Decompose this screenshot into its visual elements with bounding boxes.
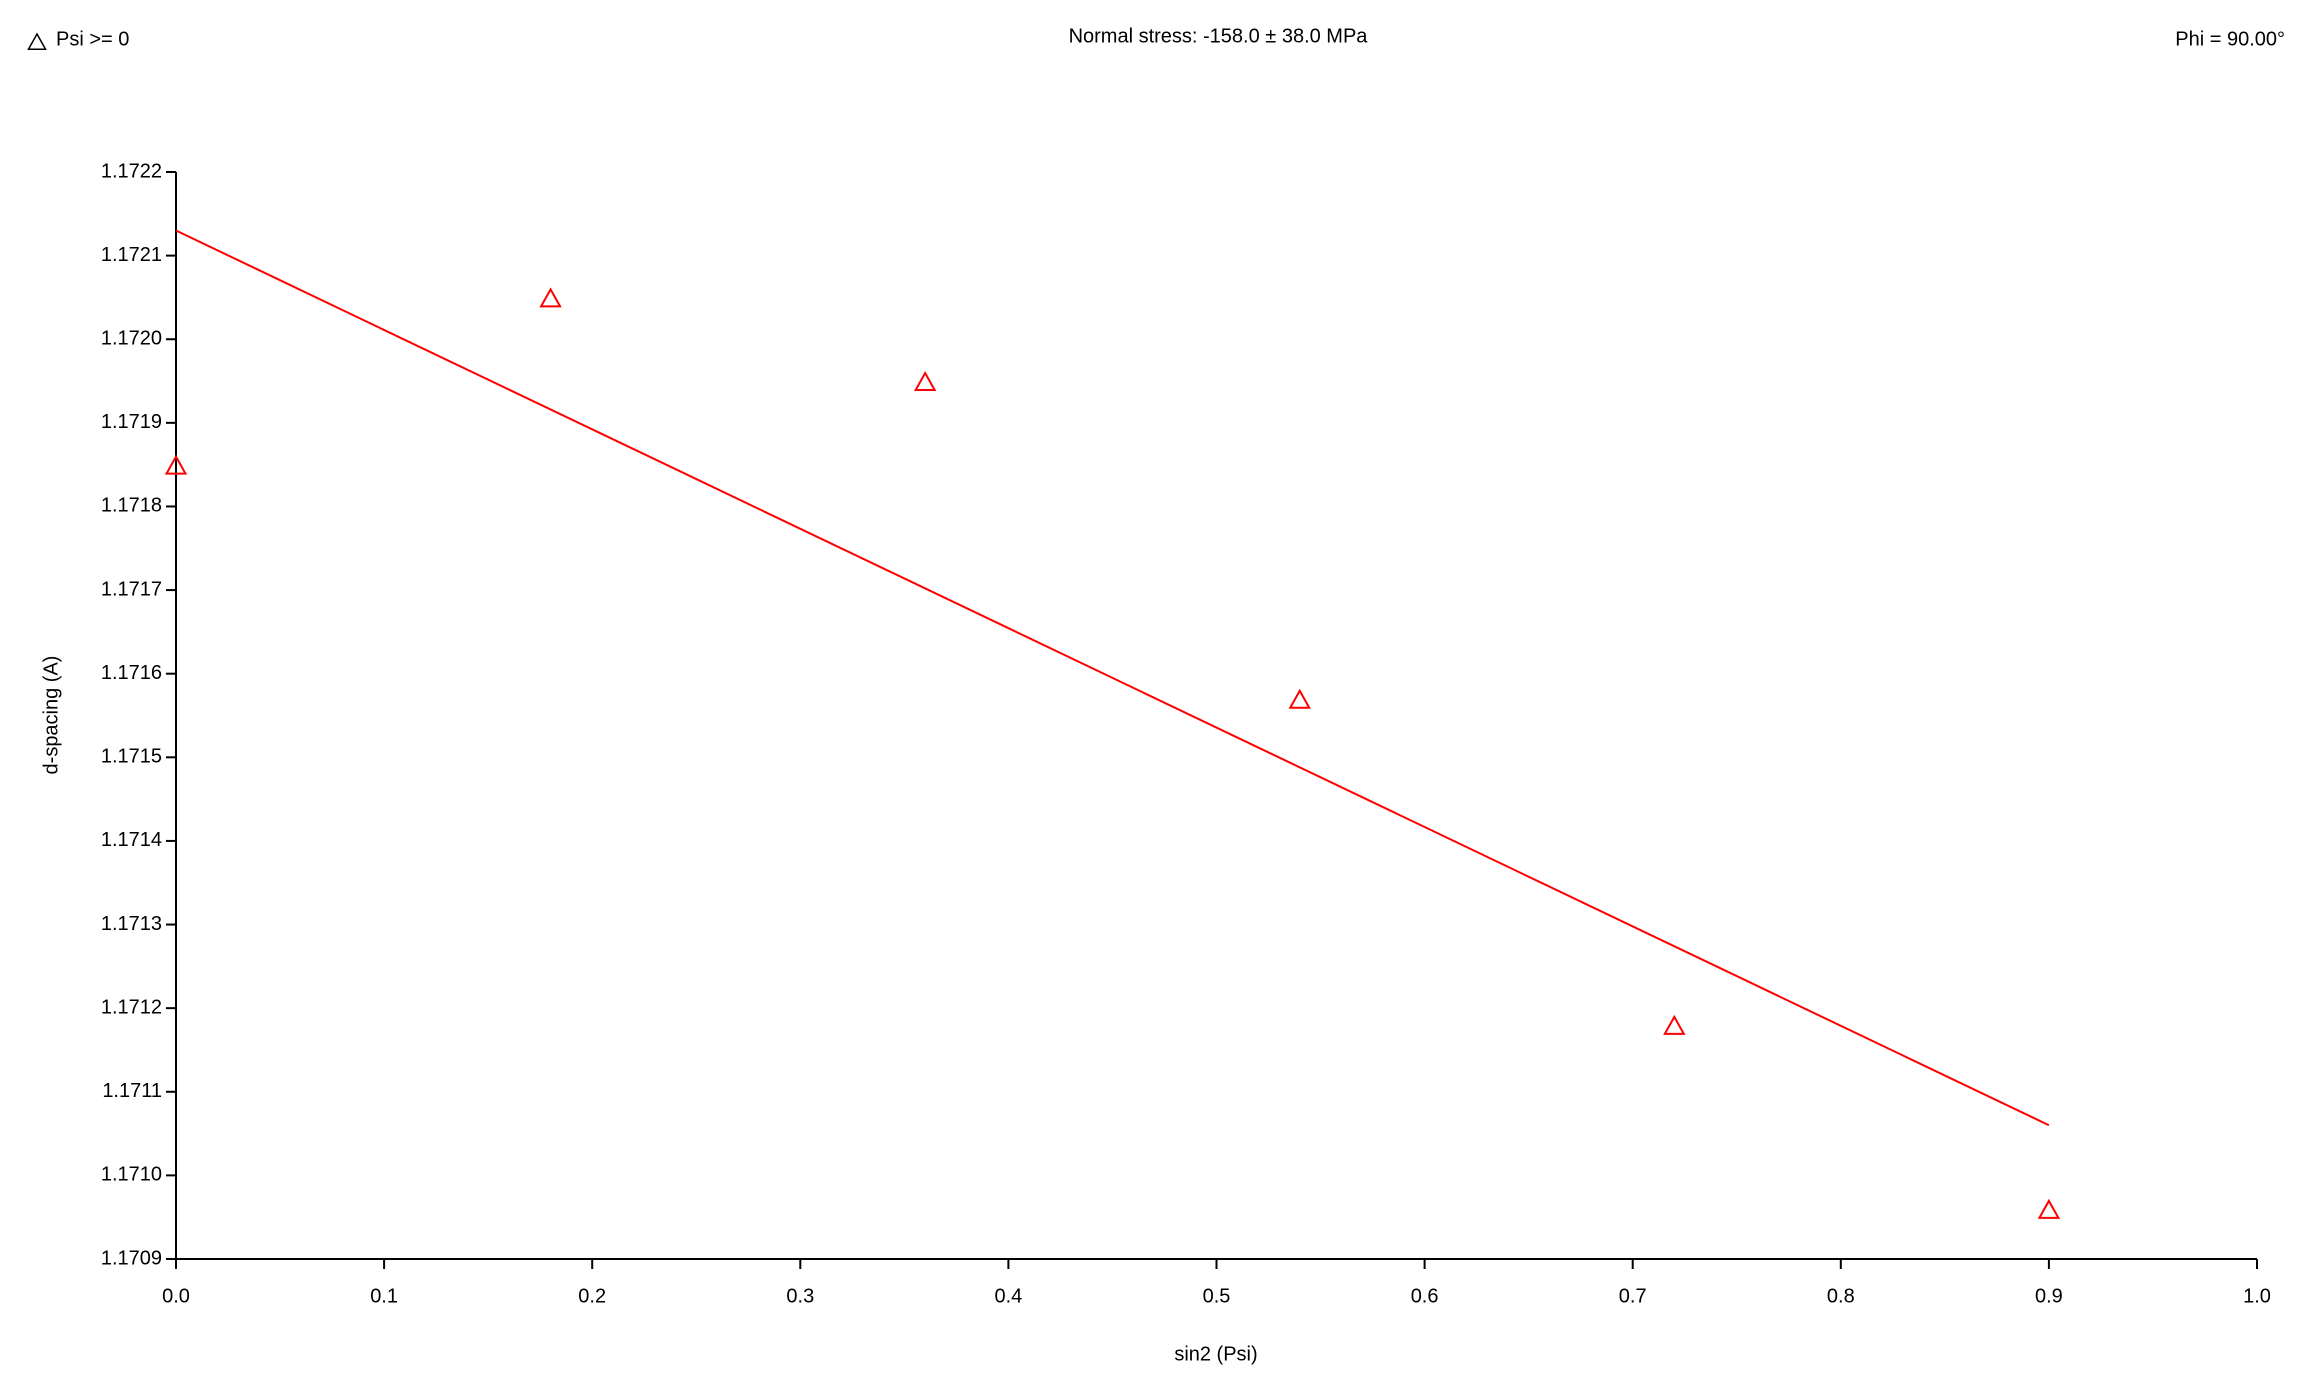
x-axis-label: sin2 (Psi) xyxy=(1174,1343,1257,1365)
data-point xyxy=(1663,1014,1686,1035)
x-tick-label: 0.9 xyxy=(2035,1285,2063,1307)
data-point xyxy=(913,370,937,392)
x-tick-label: 0.4 xyxy=(994,1285,1022,1307)
x-tick-label: 0.7 xyxy=(1619,1285,1647,1307)
y-tick-label: 1.1722 xyxy=(101,160,162,182)
data-point xyxy=(539,287,562,308)
y-tick-label: 1.1712 xyxy=(101,996,162,1018)
legend-marker xyxy=(27,32,47,51)
data-point xyxy=(164,454,188,475)
x-tick-label: 0.5 xyxy=(1203,1285,1231,1307)
y-tick-label: 1.1710 xyxy=(101,1164,162,1186)
y-tick-label: 1.1716 xyxy=(101,662,162,684)
y-tick-label: 1.1711 xyxy=(102,1080,162,1102)
y-tick-label: 1.1715 xyxy=(101,746,162,768)
y-axis-label: d-spacing (A) xyxy=(40,656,62,775)
y-tick-label: 1.1709 xyxy=(101,1247,162,1269)
annotation: Phi = 90.00° xyxy=(2175,28,2285,50)
y-tick-label: 1.1721 xyxy=(101,244,162,266)
data-point xyxy=(1288,688,1311,709)
y-tick-label: 1.1717 xyxy=(101,578,162,600)
x-tick-label: 1.0 xyxy=(2243,1285,2271,1307)
legend-label: Psi >= 0 xyxy=(56,28,129,50)
x-tick-label: 0.3 xyxy=(786,1285,814,1307)
chart-title: Normal stress: -158.0 ± 38.0 MPa xyxy=(1069,25,1369,47)
y-tick-label: 1.1713 xyxy=(101,913,162,935)
y-tick-label: 1.1720 xyxy=(101,328,162,350)
y-tick-label: 1.1714 xyxy=(101,829,162,851)
x-tick-label: 0.8 xyxy=(1827,1285,1855,1307)
x-tick-label: 0.1 xyxy=(370,1285,398,1307)
x-tick-label: 0.6 xyxy=(1411,1285,1439,1307)
x-tick-label: 0.0 xyxy=(162,1285,190,1307)
y-tick-label: 1.1718 xyxy=(101,495,162,517)
x-tick-label: 0.2 xyxy=(578,1285,606,1307)
data-point xyxy=(2037,1198,2061,1219)
y-tick-label: 1.1719 xyxy=(101,411,162,433)
fit-line xyxy=(175,229,2050,1127)
